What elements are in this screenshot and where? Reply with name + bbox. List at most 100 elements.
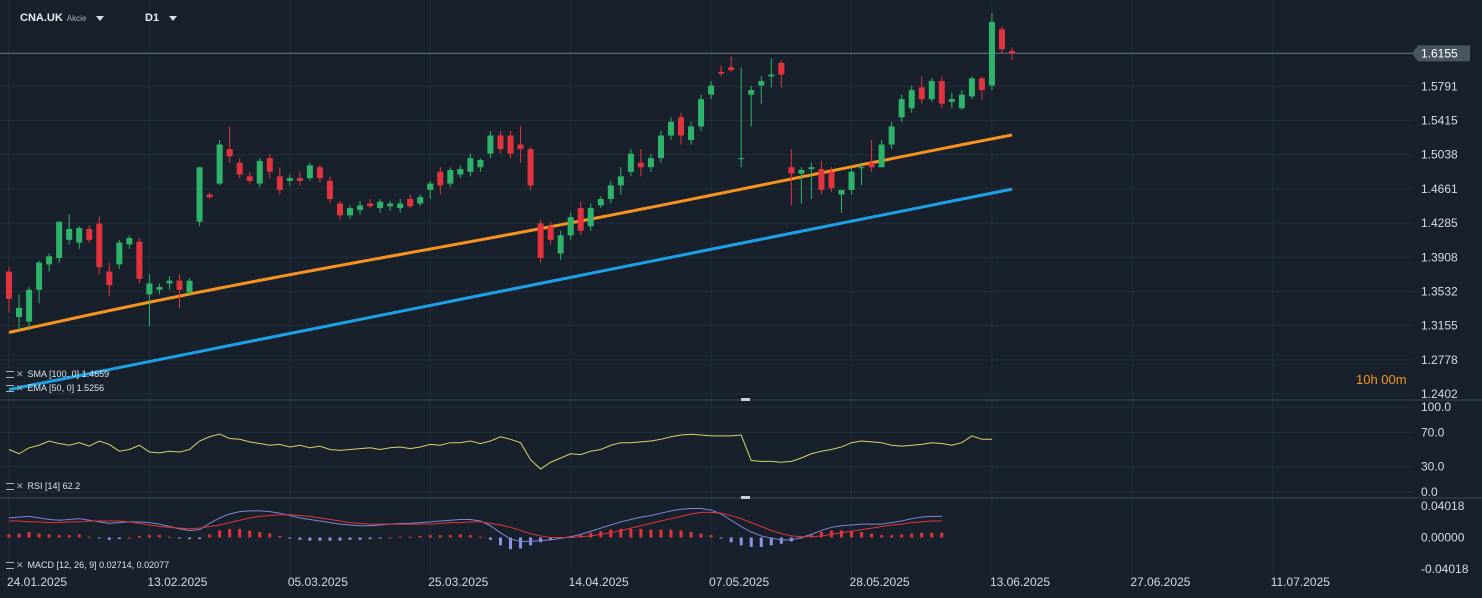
macd-histogram-bar (729, 537, 733, 543)
close-icon[interactable]: ✕ (16, 369, 24, 379)
candle-body (367, 203, 374, 207)
settings-icon[interactable] (6, 483, 14, 491)
price-tick-label: 1.2778 (1421, 353, 1458, 367)
macd-histogram-bar (238, 528, 242, 538)
candle-body (16, 307, 23, 318)
candle-body (547, 226, 554, 240)
candle-body (336, 203, 343, 216)
macd-histogram-bar (157, 535, 161, 538)
candle-body (537, 223, 544, 259)
date-tick-label: 07.05.2025 (709, 575, 769, 589)
macd-histogram-bar (278, 535, 282, 538)
candle-body (878, 144, 885, 168)
rsi-line (8, 433, 992, 470)
candle-body (126, 238, 133, 245)
macd-signal-line (9, 511, 942, 538)
candle-body (738, 158, 745, 160)
date-tick-label: 25.03.2025 (428, 575, 488, 589)
macd-histogram-bar (428, 535, 432, 538)
macd-histogram-bar (378, 537, 382, 539)
rsi-tick-label: 70.0 (1421, 426, 1445, 440)
macd-tick-label: 0.04018 (1421, 499, 1465, 513)
macd-indicator-label[interactable]: ✕ MACD [12, 26, 9] 0.02714, 0.02077 (6, 560, 169, 571)
macd-histogram-bar (930, 532, 934, 538)
macd-histogram-bar (649, 529, 653, 538)
price-tick-label: 1.5415 (1421, 113, 1458, 127)
settings-icon[interactable] (6, 562, 14, 570)
macd-histogram-bar (57, 535, 61, 538)
date-tick-label: 27.06.2025 (1130, 575, 1190, 589)
close-icon[interactable]: ✕ (16, 383, 24, 393)
candle-body (587, 208, 594, 227)
rsi-indicator-label[interactable]: ✕ RSI [14] 62.2 (6, 481, 80, 492)
price-tick-label: 1.3155 (1421, 319, 1458, 333)
macd-histogram-bar (308, 537, 312, 541)
candle-body (276, 176, 283, 190)
price-tick-label: 1.4285 (1421, 216, 1458, 230)
macd-tick-label: 0.00000 (1421, 531, 1465, 545)
price-tick-label: 1.5038 (1421, 148, 1458, 162)
macd-histogram-bar (97, 537, 101, 539)
macd-histogram-bar (619, 528, 623, 538)
macd-histogram-bar (218, 530, 222, 538)
candle-body (688, 126, 695, 141)
candle-body (166, 280, 173, 284)
macd-histogram-bar (408, 536, 412, 538)
sma-indicator-label[interactable]: ✕ SMA [100, 0] 1.4659 (6, 369, 109, 380)
macd-histogram-bar (659, 529, 663, 538)
macd-histogram-bar (890, 535, 894, 538)
macd-histogram-bar (880, 535, 884, 538)
date-tick-label: 05.03.2025 (288, 575, 348, 589)
candle-body (497, 135, 504, 150)
close-icon[interactable]: ✕ (16, 560, 24, 570)
settings-icon[interactable] (6, 385, 14, 393)
macd-histogram-bar (418, 535, 422, 538)
macd-histogram-bar (368, 537, 372, 540)
macd-histogram-bar (147, 535, 151, 538)
candle-body (948, 99, 955, 102)
symbol-type: Akcie (66, 14, 87, 23)
candle-body (316, 167, 323, 179)
candle-body (437, 171, 444, 186)
macd-histogram-bar (468, 535, 472, 538)
macd-histogram-bar (198, 537, 202, 540)
candle-body (988, 22, 995, 86)
macd-histogram-bar (920, 532, 924, 538)
candle-body (708, 85, 715, 95)
candle-body (507, 135, 514, 154)
candle-body (667, 121, 674, 136)
ema-indicator-label[interactable]: ✕ EMA [50, 0] 1.5256 (6, 383, 104, 394)
candle-body (517, 144, 524, 150)
macd-histogram-bar (900, 534, 904, 538)
sma-label-text: SMA [100, 0] 1.4659 (27, 369, 110, 379)
candle-body (918, 87, 925, 100)
candle-body (838, 189, 845, 195)
macd-histogram-bar (719, 537, 723, 539)
candle-body (427, 183, 434, 190)
macd-histogram-bar (759, 537, 763, 547)
candle-body (156, 287, 163, 290)
close-icon[interactable]: ✕ (16, 481, 24, 491)
macd-histogram-bar (539, 537, 543, 543)
macd-histogram-bar (338, 537, 342, 541)
settings-icon[interactable] (6, 371, 14, 379)
candle-body (728, 67, 735, 71)
macd-histogram-bar (358, 537, 362, 540)
rsi-label-text: RSI [14] 62.2 (27, 481, 81, 491)
candle-body (607, 185, 614, 200)
timeframe-selector[interactable]: D1 (145, 12, 178, 24)
date-tick-label: 13.02.2025 (147, 575, 207, 589)
candle-body (938, 81, 945, 104)
symbol-selector[interactable]: CNA.UK Akcie (20, 12, 105, 24)
candle-body (136, 241, 143, 279)
macd-histogram-bar (709, 535, 713, 538)
candle-body (377, 201, 384, 209)
macd-tick-label: -0.04018 (1421, 562, 1469, 576)
macd-histogram-bar (268, 533, 272, 538)
macd-histogram-bar (188, 537, 192, 540)
candle-body (848, 171, 855, 190)
candle-body (236, 162, 243, 175)
macd-histogram-bar (137, 535, 141, 538)
macd-histogram-bar (318, 537, 322, 541)
